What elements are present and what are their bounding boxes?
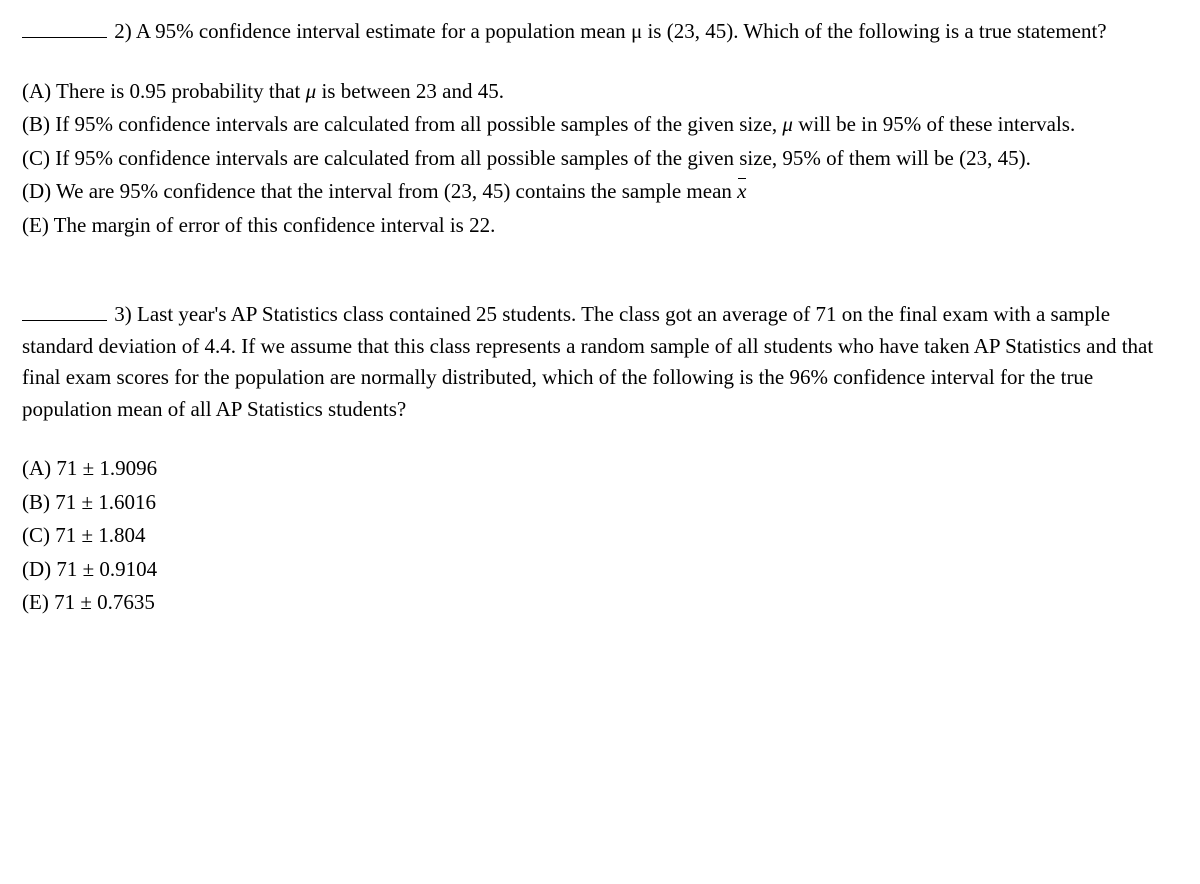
q2-stem-part2: is (23, 45). Which of the following is a…: [642, 19, 1106, 43]
choice-2A[interactable]: (A) There is 0.95 probability that μ is …: [22, 76, 1178, 108]
choice-2D[interactable]: (D) We are 95% confidence that the inter…: [22, 176, 1178, 208]
choice-2B-post: will be in 95% of these intervals.: [793, 112, 1075, 136]
choice-2D-pre: (D) We are 95% confidence that the inter…: [22, 179, 737, 203]
choice-2B-pre: (B) If 95% confidence intervals are calc…: [22, 112, 782, 136]
choice-3C[interactable]: (C) 71 ± 1.804: [22, 520, 1178, 552]
choice-3A[interactable]: (A) 71 ± 1.9096: [22, 453, 1178, 485]
xbar-symbol: x: [737, 176, 746, 208]
choice-3E-text: (E) 71 ± 0.7635: [22, 590, 155, 614]
q3-number: 3): [114, 302, 132, 326]
choice-2A-post: is between 23 and 45.: [316, 79, 504, 103]
question-2: 2) A 95% confidence interval estimate fo…: [22, 16, 1178, 241]
question-2-choices: (A) There is 0.95 probability that μ is …: [22, 76, 1178, 242]
choice-2C-text: (C) If 95% confidence intervals are calc…: [22, 146, 1031, 170]
question-3: 3) Last year's AP Statistics class conta…: [22, 299, 1178, 619]
answer-blank-q2[interactable]: [22, 37, 107, 38]
choice-2E[interactable]: (E) The margin of error of this confiden…: [22, 210, 1178, 242]
choice-2B[interactable]: (B) If 95% confidence intervals are calc…: [22, 109, 1178, 141]
choice-3C-text: (C) 71 ± 1.804: [22, 523, 146, 547]
choice-3D-text: (D) 71 ± 0.9104: [22, 557, 157, 581]
choice-2E-text: (E) The margin of error of this confiden…: [22, 213, 495, 237]
choice-3A-text: (A) 71 ± 1.9096: [22, 456, 157, 480]
q3-stem-text: Last year's AP Statistics class containe…: [22, 302, 1153, 421]
q2-number: 2): [114, 19, 132, 43]
choice-2C[interactable]: (C) If 95% confidence intervals are calc…: [22, 143, 1178, 175]
q2-mu: μ: [631, 19, 642, 43]
mu-symbol: μ: [306, 79, 317, 103]
choice-3B-text: (B) 71 ± 1.6016: [22, 490, 156, 514]
answer-blank-q3[interactable]: [22, 320, 107, 321]
choice-3B[interactable]: (B) 71 ± 1.6016: [22, 487, 1178, 519]
choice-3D[interactable]: (D) 71 ± 0.9104: [22, 554, 1178, 586]
question-3-stem: 3) Last year's AP Statistics class conta…: [22, 299, 1178, 425]
choice-3E[interactable]: (E) 71 ± 0.7635: [22, 587, 1178, 619]
mu-symbol: μ: [782, 112, 793, 136]
question-3-choices: (A) 71 ± 1.9096 (B) 71 ± 1.6016 (C) 71 ±…: [22, 453, 1178, 619]
q2-stem-part1: A 95% confidence interval estimate for a…: [136, 19, 631, 43]
choice-2A-pre: (A) There is 0.95 probability that: [22, 79, 306, 103]
question-2-stem: 2) A 95% confidence interval estimate fo…: [22, 16, 1178, 48]
